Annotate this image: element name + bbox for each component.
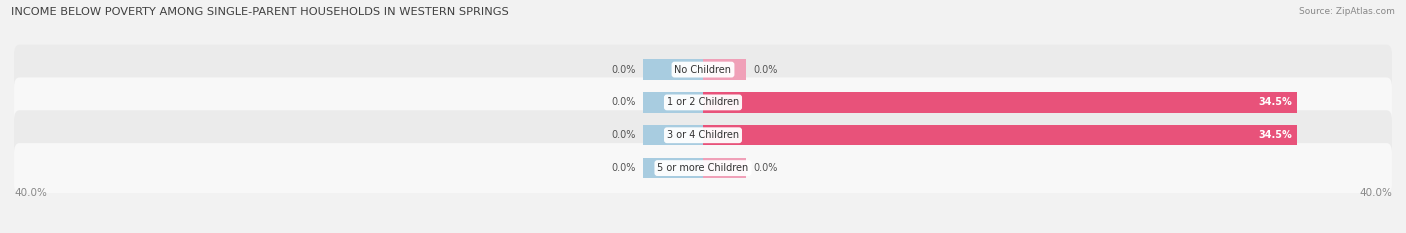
Text: 0.0%: 0.0% — [612, 65, 636, 75]
Bar — [643, 59, 703, 80]
Text: 1 or 2 Children: 1 or 2 Children — [666, 97, 740, 107]
FancyBboxPatch shape — [14, 143, 1392, 193]
Text: 40.0%: 40.0% — [14, 188, 46, 199]
Bar — [643, 92, 703, 113]
Text: 5 or more Children: 5 or more Children — [658, 163, 748, 173]
Text: INCOME BELOW POVERTY AMONG SINGLE-PARENT HOUSEHOLDS IN WESTERN SPRINGS: INCOME BELOW POVERTY AMONG SINGLE-PARENT… — [11, 7, 509, 17]
Text: Source: ZipAtlas.com: Source: ZipAtlas.com — [1299, 7, 1395, 16]
Text: 34.5%: 34.5% — [1258, 97, 1292, 107]
Text: 0.0%: 0.0% — [612, 163, 636, 173]
Text: 0.0%: 0.0% — [754, 163, 778, 173]
Bar — [703, 125, 1298, 145]
Text: 0.0%: 0.0% — [612, 97, 636, 107]
Bar — [703, 158, 747, 178]
Bar — [643, 125, 703, 145]
Text: 0.0%: 0.0% — [612, 130, 636, 140]
Text: 3 or 4 Children: 3 or 4 Children — [666, 130, 740, 140]
Text: 0.0%: 0.0% — [754, 65, 778, 75]
Text: 40.0%: 40.0% — [1360, 188, 1392, 199]
Bar — [643, 158, 703, 178]
Text: No Children: No Children — [675, 65, 731, 75]
Text: 34.5%: 34.5% — [1258, 130, 1292, 140]
FancyBboxPatch shape — [14, 110, 1392, 160]
FancyBboxPatch shape — [14, 45, 1392, 95]
FancyBboxPatch shape — [14, 77, 1392, 127]
Bar — [703, 92, 1298, 113]
Bar — [703, 59, 747, 80]
